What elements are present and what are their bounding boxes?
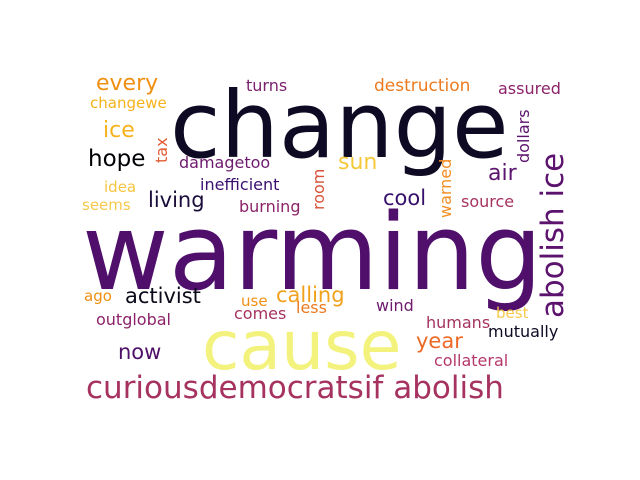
word-room: room (309, 168, 328, 210)
word-mutually: mutually (488, 322, 559, 341)
word-use: use (241, 292, 268, 310)
word-destruction: destruction (374, 76, 471, 96)
word-ago: ago (84, 287, 112, 305)
word-warned: warned (436, 158, 455, 218)
word-now: now (118, 340, 162, 364)
word-collateral: collateral (434, 351, 509, 370)
word-every: every (96, 71, 159, 96)
word-idea: idea (104, 178, 137, 196)
word-assured: assured (498, 79, 561, 98)
word-tax: tax (152, 137, 171, 163)
word-wind: wind (376, 296, 414, 315)
word-seems: seems (82, 196, 131, 214)
word-air: air (488, 161, 517, 186)
word-living: living (148, 188, 205, 212)
word-curiousdemocratsif-abolish: curiousdemocratsif abolish (86, 370, 504, 406)
word-source: source (461, 192, 515, 211)
word-damagetoo: damagetoo (179, 153, 271, 172)
word-ice: ice (103, 118, 135, 143)
word-cool: cool (383, 186, 427, 210)
word-cause: cause (202, 307, 402, 386)
word-inefficient: inefficient (200, 175, 280, 194)
word-change: change (170, 72, 509, 179)
word-abolish-ice: abolish ice (535, 152, 571, 318)
word-sun: sun (338, 150, 378, 175)
word-changewe: changewe (90, 94, 167, 112)
word-hope: hope (88, 146, 146, 172)
word-less: less (296, 298, 327, 317)
word-turns: turns (246, 76, 288, 95)
word-year: year (416, 329, 463, 353)
word-comes: comes (234, 304, 287, 323)
word-humans: humans (426, 313, 491, 332)
word-activist: activist (125, 284, 201, 308)
word-burning: burning (239, 197, 301, 216)
word-calling: calling (276, 283, 345, 307)
word-outglobal: outglobal (96, 310, 171, 329)
word-dollars: dollars (514, 109, 533, 163)
word-best: best (496, 304, 529, 322)
word-warming: warming (82, 191, 543, 314)
